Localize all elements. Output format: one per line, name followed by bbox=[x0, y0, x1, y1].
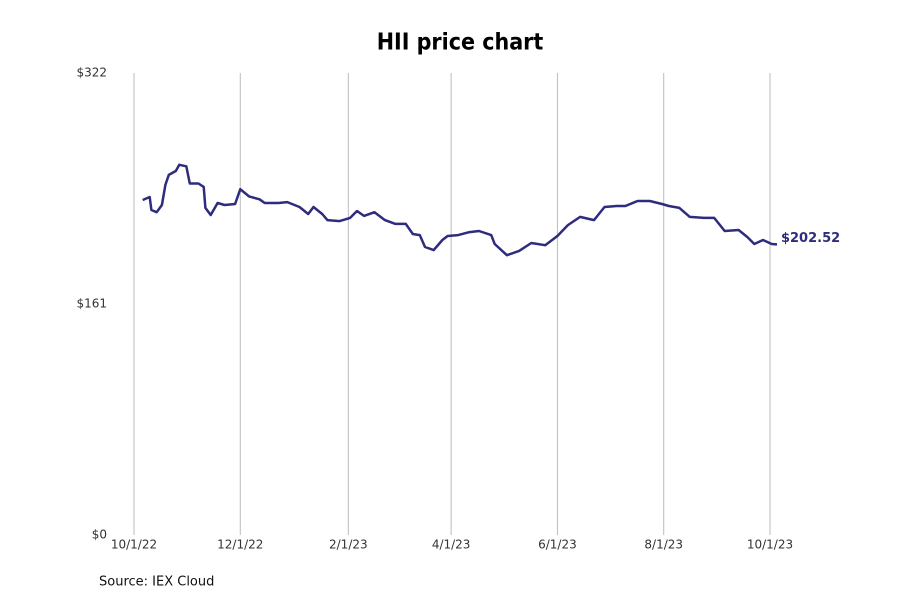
end-value-label: $202.52 bbox=[781, 231, 840, 246]
source: Source: IEX Cloud bbox=[99, 575, 214, 590]
price-line bbox=[142, 163, 778, 257]
x-tick-label: 4/1/23 bbox=[432, 538, 471, 552]
y-tick-label: $0 bbox=[92, 528, 107, 542]
x-tick-label: 10/1/22 bbox=[111, 538, 157, 552]
x-tick-label: 10/1/23 bbox=[747, 538, 793, 552]
chart-title: HII price chart bbox=[377, 30, 544, 56]
y-tick-label: $161 bbox=[76, 297, 107, 311]
y-tick-label: $322 bbox=[76, 66, 107, 80]
x-tick-label: 8/1/23 bbox=[644, 538, 683, 552]
x-tick-label: 2/1/23 bbox=[329, 538, 368, 552]
x-tick-label: 12/1/22 bbox=[217, 538, 263, 552]
x-tick-label: 6/1/23 bbox=[538, 538, 577, 552]
